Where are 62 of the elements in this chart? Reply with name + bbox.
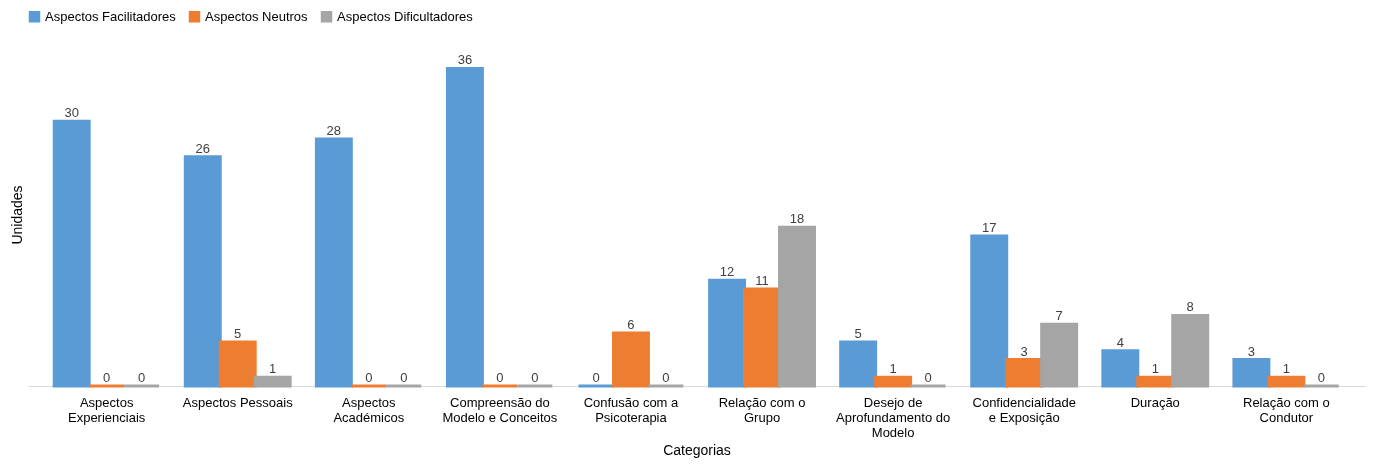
x-tick-label: Confusão com a Psicoterapia [583,394,680,425]
bar [1267,375,1306,388]
data-label: 1 [889,361,897,377]
x-tick-label: Relação com o Grupo [718,394,806,425]
bar [218,340,257,388]
data-label: 0 [1317,370,1325,385]
x-tick-label: Aspectos Experienciais [67,394,146,425]
bar [839,340,878,388]
data-label: 18 [789,211,805,227]
bar [874,375,913,388]
y-axis-title: Unidades [8,185,25,245]
data-label: 28 [326,122,342,138]
x-tick-label: Desejo de Aprofundamento do Modelo [836,394,951,440]
data-label: 30 [64,105,79,121]
x-tick-label: Aspectos Académicos [333,394,405,425]
data-label: 0 [924,370,932,385]
bar [708,278,747,388]
x-tick-label: Compreensão do Modelo e Conceitos [442,394,558,425]
bar [778,225,816,388]
data-label: 5 [234,325,242,341]
data-label: 0 [531,370,539,385]
data-label: 8 [1186,299,1194,315]
x-tick-label: Aspectos Pessoais [182,394,294,410]
data-label: 0 [592,370,600,385]
data-label: 26 [195,140,211,156]
data-label: 7 [1055,308,1063,324]
bar [611,331,650,388]
x-tick-label: Duração [1130,394,1180,410]
data-label: 36 [457,52,473,68]
bar [314,137,353,388]
x-tick-label: Relação com o Condutor [1242,394,1330,425]
data-label: 1 [1282,361,1290,377]
data-label: 3 [1247,343,1256,359]
data-label: 0 [137,370,146,385]
data-label: 0 [400,370,408,385]
bar [1171,313,1210,388]
bar [445,66,484,388]
data-label: 1 [269,361,277,377]
bar [970,234,1009,388]
data-label: 0 [365,370,373,385]
data-label: 3 [1020,343,1028,359]
legend-label: Aspectos Facilitadores [45,8,177,24]
data-label: 12 [719,264,735,280]
bar [52,119,91,388]
data-label: 5 [854,325,862,341]
bar [1040,322,1079,388]
x-axis-title: Categorias [663,441,731,458]
legend-label: Aspectos Neutros [205,8,309,24]
bar [183,155,222,388]
bar [253,375,292,388]
data-label: 17 [982,220,997,236]
data-label: 6 [627,317,635,333]
bar [1232,358,1271,388]
bar [1101,349,1140,388]
legend-label: Aspectos Dificultadores [337,8,474,24]
data-label: 4 [1116,334,1124,350]
data-label: 0 [103,370,111,385]
x-tick-label: Confidencialidade e Exposição [972,394,1076,425]
data-label: 11 [755,272,769,288]
data-label: 1 [1151,361,1159,377]
data-label: 0 [662,370,670,385]
data-label: 0 [496,370,504,385]
